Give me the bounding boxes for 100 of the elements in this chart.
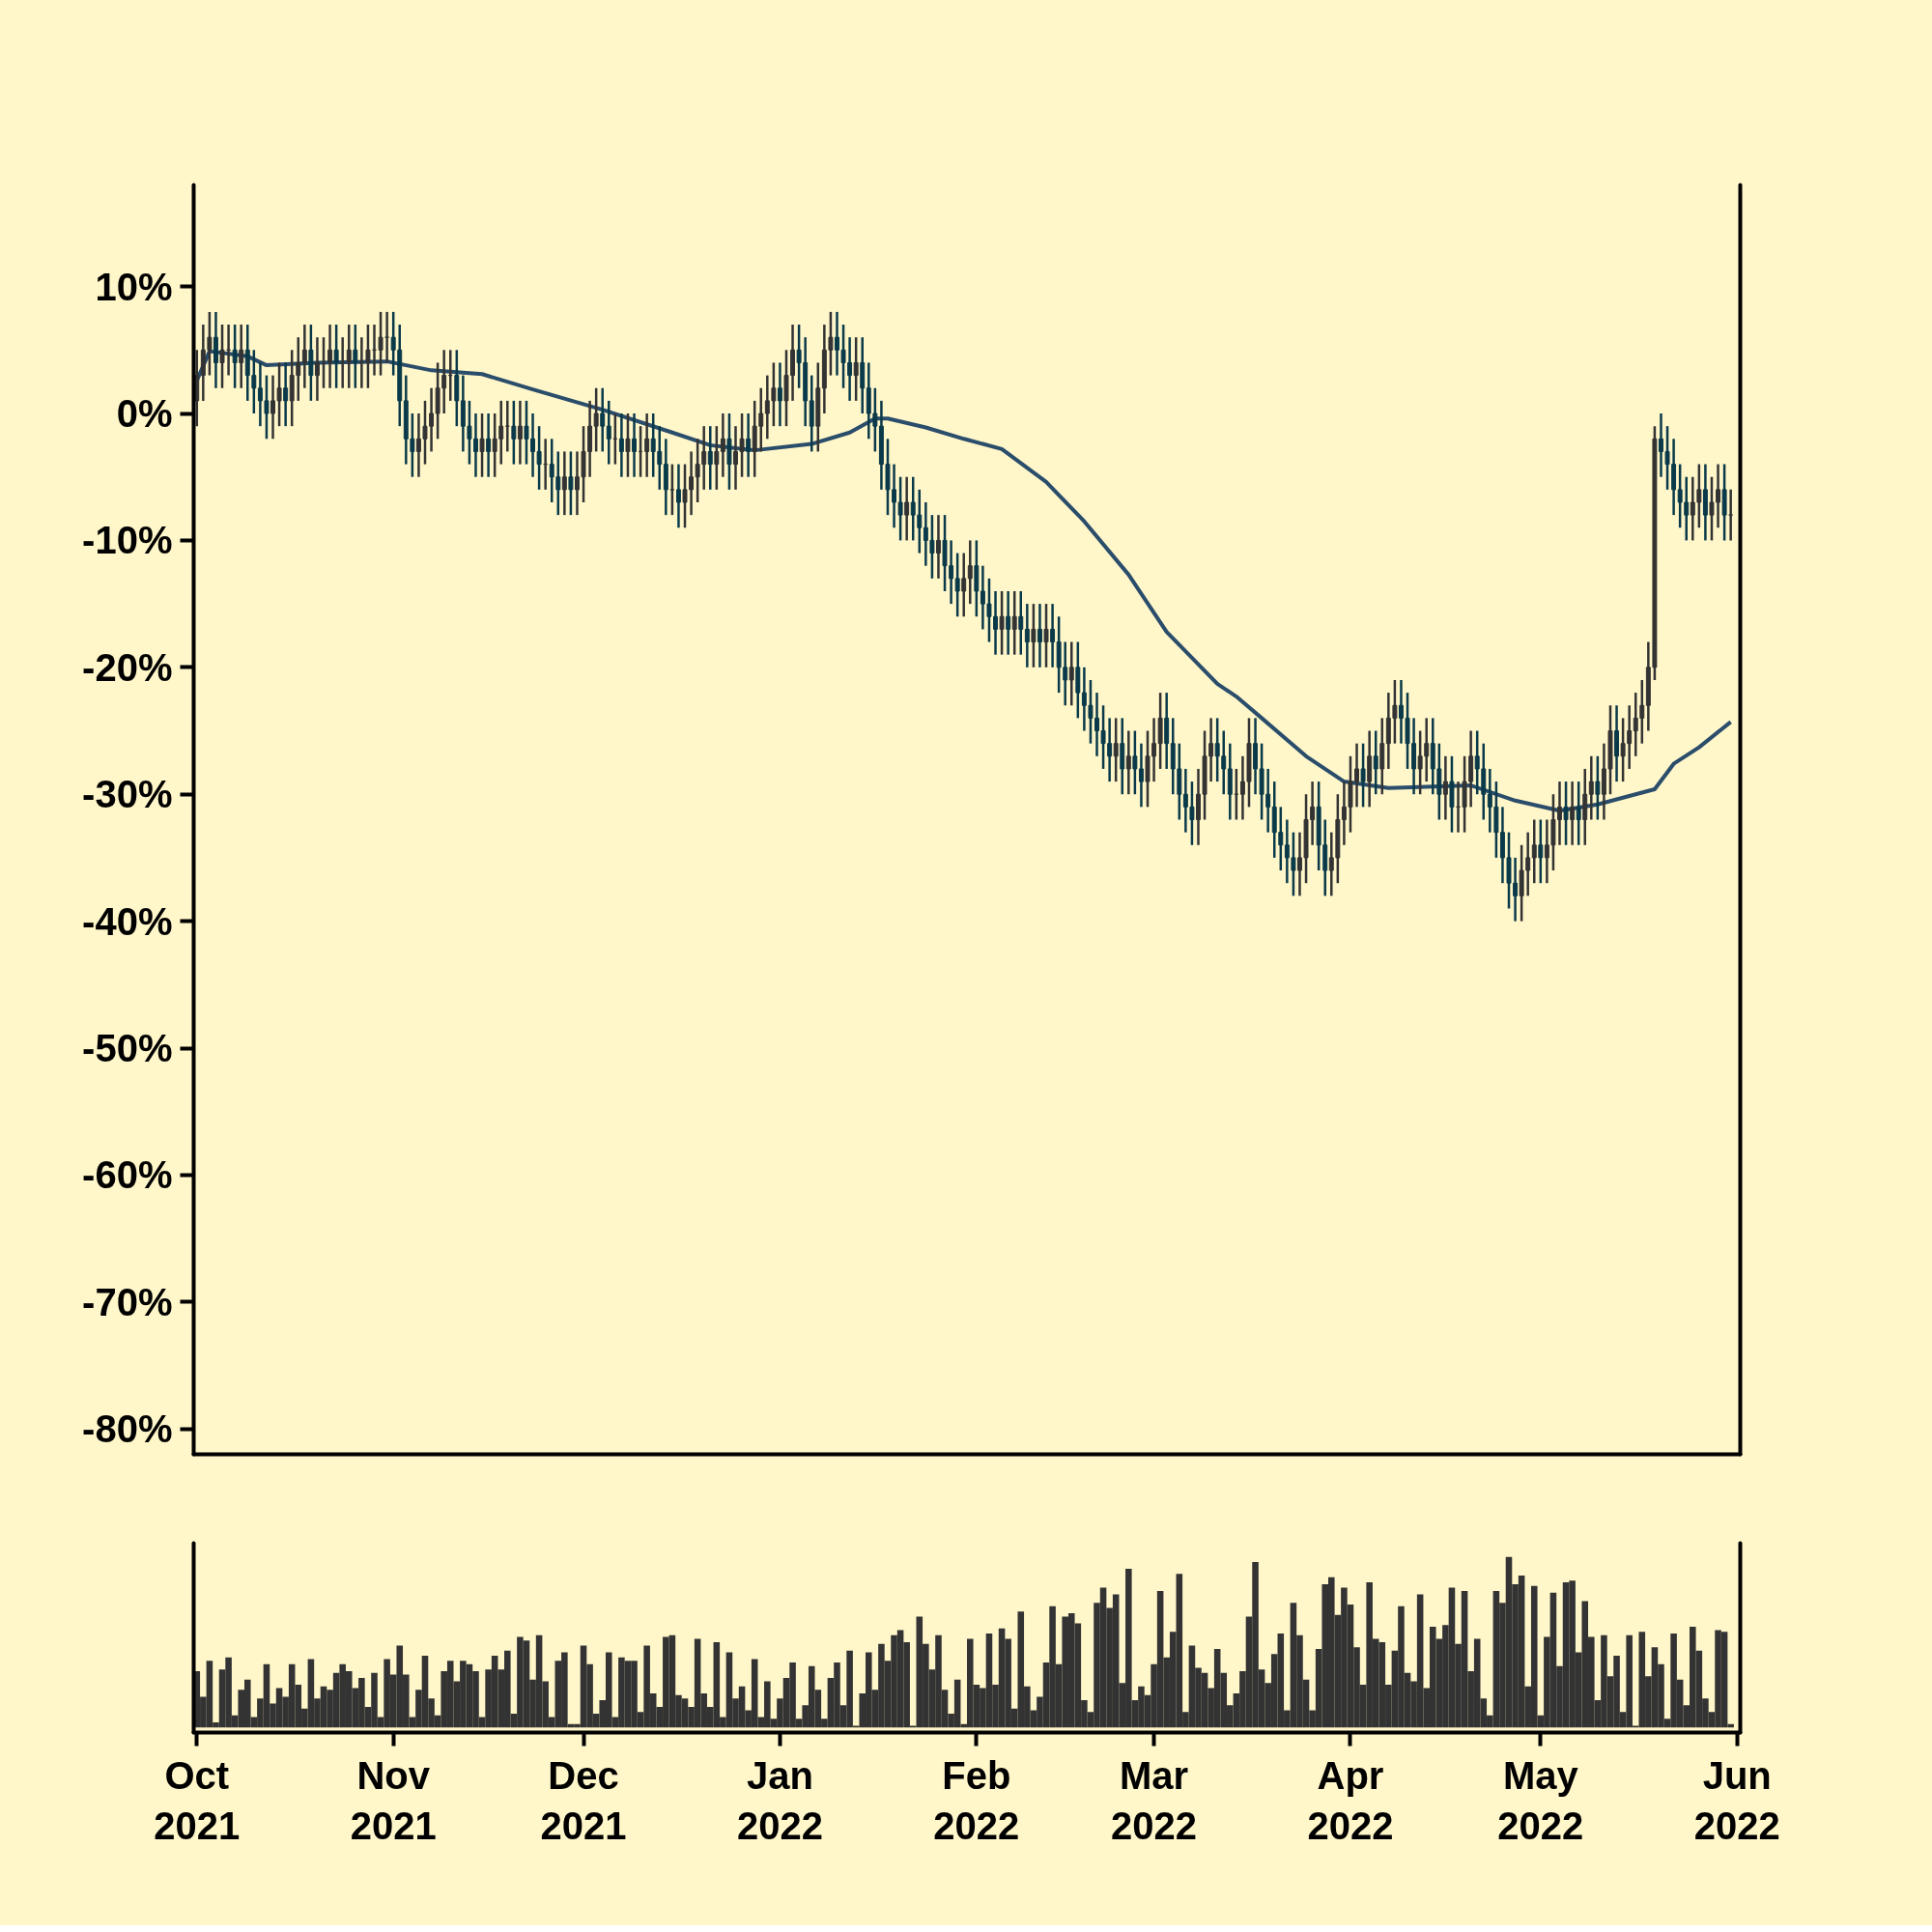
candlestick (1538, 818, 1544, 885)
candlestick (1563, 780, 1569, 847)
candlestick (486, 412, 492, 478)
candlestick (689, 450, 695, 517)
candlestick (1360, 742, 1366, 809)
candlestick (1474, 729, 1480, 796)
candlestick (1677, 463, 1683, 529)
candlestick (1037, 602, 1042, 669)
candlestick (917, 488, 923, 554)
candlestick (333, 323, 339, 389)
candlestick (568, 450, 574, 517)
candlestick (872, 386, 878, 453)
candlestick (524, 399, 529, 466)
candlestick (1018, 589, 1024, 656)
x-tick-label: Mar 2022 (1111, 1753, 1198, 1848)
candlestick (1125, 729, 1131, 796)
candlestick (378, 310, 384, 377)
candlestick (720, 412, 725, 478)
candlestick (1284, 818, 1290, 885)
candlestick (353, 323, 358, 389)
y-tick-label: -50% (82, 1027, 173, 1070)
candlestick (1728, 488, 1734, 542)
x-tick-label: May 2022 (1497, 1753, 1584, 1848)
candlestick (644, 412, 650, 478)
candlestick (733, 424, 738, 492)
candlestick (1373, 729, 1378, 796)
candlestick (904, 475, 910, 542)
y-tick-label: -20% (82, 645, 173, 689)
x-tick-label: Feb 2022 (933, 1753, 1020, 1848)
candlestick (739, 412, 745, 478)
candlestick (967, 539, 973, 606)
candlestick (1050, 602, 1056, 669)
candlestick (632, 412, 637, 478)
candlestick (1531, 818, 1537, 885)
candlestick (707, 424, 713, 492)
candlestick (606, 399, 611, 466)
candlestick (1138, 742, 1144, 809)
candlestick (346, 323, 352, 389)
candlestick (1024, 602, 1030, 669)
candlestick (1442, 754, 1448, 821)
candlestick (999, 589, 1005, 656)
candlestick (1031, 602, 1037, 669)
candlestick (961, 552, 967, 618)
candlestick (675, 463, 681, 529)
y-tick-label: 0% (116, 392, 173, 436)
candlestick (1113, 717, 1119, 783)
candlestick (1151, 717, 1157, 783)
candlestick (714, 424, 720, 492)
y-tick-label: -70% (82, 1280, 173, 1323)
candlestick (365, 323, 371, 389)
x-tick-label: Apr 2022 (1307, 1753, 1394, 1848)
candlestick (1011, 589, 1017, 656)
candlestick (327, 323, 333, 389)
x-tick-label: Dec 2021 (540, 1753, 627, 1848)
candlestick (1570, 780, 1576, 847)
candlestick (517, 399, 523, 466)
candlestick (1690, 475, 1695, 542)
candlestick (1696, 463, 1702, 529)
y-tick-label: 10% (95, 265, 173, 308)
candlestick (1588, 754, 1594, 821)
y-tick-label: -10% (82, 519, 173, 562)
candlestick (669, 463, 675, 517)
candlestick (1208, 717, 1214, 783)
candlestick (301, 323, 307, 389)
candlestick (1265, 767, 1271, 834)
candlestick (936, 513, 941, 581)
candlestick (1006, 589, 1011, 656)
candlestick (239, 323, 244, 389)
candlestick (618, 412, 624, 478)
candlestick (283, 361, 289, 428)
candlestick (1328, 831, 1334, 897)
candlestick (910, 475, 916, 542)
candlestick (600, 386, 606, 453)
x-tick-label: Jun 2022 (1693, 1753, 1780, 1848)
candlestick (473, 412, 478, 478)
candlestick (682, 463, 688, 529)
candlestick (1417, 729, 1423, 796)
candlestick (1291, 831, 1296, 897)
candlestick (264, 374, 270, 440)
candlestick (1043, 602, 1049, 669)
x-tick-label: Oct 2021 (154, 1753, 241, 1848)
y-tick-label: -60% (82, 1153, 173, 1197)
candlestick (1525, 831, 1531, 897)
x-tick-label: Jan 2022 (736, 1753, 823, 1848)
candlestick (993, 589, 998, 656)
candlestick (746, 412, 752, 478)
candlestick (593, 386, 599, 453)
candlestick (232, 323, 238, 389)
candlestick (314, 335, 320, 403)
candlestick (1068, 640, 1074, 707)
candlestick (1684, 475, 1690, 542)
y-tick-label: -30% (82, 773, 173, 816)
candlestick (257, 361, 263, 428)
candlestick (1576, 780, 1581, 847)
candlestick (777, 361, 782, 428)
candlestick (625, 412, 631, 478)
x-tick-label: Nov 2021 (350, 1753, 437, 1848)
candlestick (853, 335, 859, 403)
candlestick (1595, 754, 1601, 821)
candlestick (561, 450, 567, 517)
